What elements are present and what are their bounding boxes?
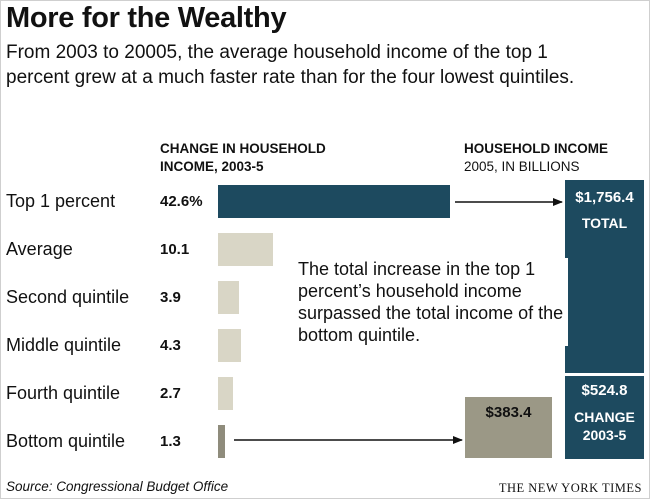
value-label: 2.7 [160, 385, 181, 402]
change-label-line1: CHANGE [574, 409, 635, 425]
bar [218, 233, 273, 266]
left-header-line1: CHANGE IN HOUSEHOLD [160, 141, 326, 156]
left-header-line2: INCOME, 2003-5 [160, 159, 264, 174]
category-label: Top 1 percent [6, 191, 116, 211]
bar [218, 185, 450, 218]
category-label: Fourth quintile [6, 383, 121, 403]
value-label: 4.3 [160, 337, 181, 354]
value-label: 3.9 [160, 289, 181, 306]
bottom-quintile-income-box: $383.4 [465, 397, 552, 458]
change-label: CHANGE 2003-5 [565, 408, 644, 444]
category-label: Second quintile [6, 287, 130, 307]
change-value: $524.8 [581, 382, 628, 399]
category-label: Middle quintile [6, 335, 122, 355]
total-income-box: $1,756.4 TOTAL [565, 180, 644, 373]
right-header-line1: HOUSEHOLD INCOME [464, 141, 609, 156]
change-box: $524.8 CHANGE 2003-5 [565, 376, 644, 459]
category-label: Average [6, 239, 73, 259]
bar [218, 281, 240, 314]
publisher-credit: THE NEW YORK TIMES [498, 481, 642, 495]
change-label-line2: 2003-5 [582, 427, 627, 443]
value-label: 10.1 [160, 241, 190, 258]
bottom-quintile-income-value: $383.4 [485, 404, 532, 421]
bar [218, 377, 233, 410]
value-label: 42.6% [160, 193, 203, 210]
category-label: Bottom quintile [6, 431, 126, 451]
left-column-header: CHANGE IN HOUSEHOLD INCOME, 2003-5 [160, 140, 326, 176]
bar [218, 425, 226, 458]
chart-title: More for the Wealthy [6, 2, 287, 34]
right-header-line2: 2005, IN BILLIONS [464, 159, 580, 174]
source-note: Source: Congressional Budget Office [6, 479, 229, 494]
value-label: 1.3 [160, 433, 181, 450]
chart-subtitle: From 2003 to 20005, the average househol… [6, 42, 575, 88]
total-income-value: $1,756.4 [575, 189, 634, 206]
right-column-header: HOUSEHOLD INCOME 2005, IN BILLIONS [464, 140, 608, 176]
annotation-text: The total increase in the top 1 percent’… [298, 258, 568, 346]
bar [218, 329, 242, 362]
total-income-label: TOTAL [581, 215, 628, 231]
